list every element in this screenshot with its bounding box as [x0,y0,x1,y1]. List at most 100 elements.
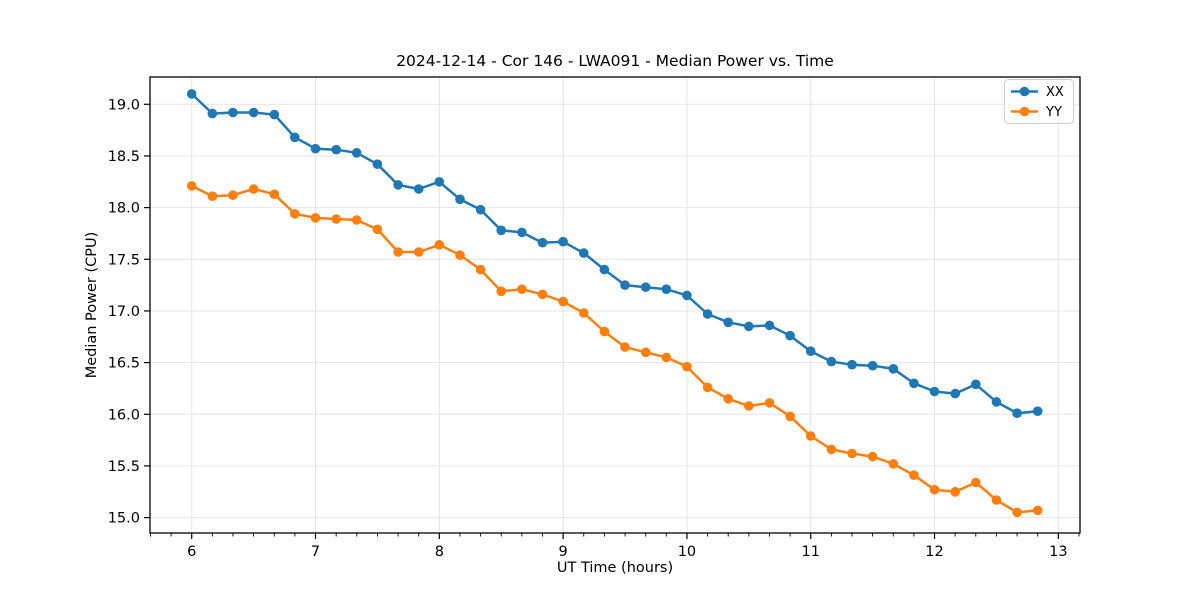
data-point-yy [867,451,878,462]
data-point-xx [207,108,218,119]
x-tick-label: 10 [678,544,696,560]
data-point-yy [971,477,981,488]
data-point-yy [372,224,383,235]
data-point-xx [826,356,837,367]
series-xx [186,89,1043,419]
data-point-xx [950,388,960,399]
data-point-xx [228,107,238,118]
chart-title: 2024-12-14 - Cor 146 - LWA091 - Median P… [396,52,834,70]
data-point-yy [248,184,259,194]
data-point-xx [269,109,280,120]
data-point-yy [888,459,899,469]
data-point-yy [434,240,445,250]
x-tick-label: 11 [802,544,820,560]
x-tick-label: 13 [1049,544,1067,560]
data-point-xx [620,280,630,290]
data-point-xx [186,89,197,99]
data-point-xx [331,144,342,155]
legend-entry-yy: YY [1011,105,1062,120]
data-point-xx [971,379,981,390]
data-point-xx [558,236,568,247]
data-point-yy [393,247,403,257]
data-point-xx [661,284,672,295]
data-point-yy [909,470,919,481]
data-point-yy [950,487,960,497]
data-point-yy [723,394,733,404]
data-point-xx [517,227,527,238]
data-point-yy [228,190,238,200]
grid-layer [150,77,1080,533]
data-point-yy [186,181,197,191]
y-tick-label: 17.5 [108,252,140,268]
data-point-yy [702,382,713,393]
x-tick-label: 12 [925,544,943,560]
data-point-xx [455,194,465,205]
data-point-xx [929,386,940,397]
data-point-yy [991,495,1002,505]
data-point-xx [310,143,321,154]
data-point-xx [764,320,775,331]
data-point-yy [826,444,837,455]
legend-label-xx: XX [1046,85,1064,100]
x-axis-label: UT Time (hours) [557,560,673,576]
data-point-xx [372,159,383,169]
data-point-xx [847,359,857,370]
data-point-xx [867,360,878,371]
data-point-yy [599,326,610,337]
data-point-yy [455,250,465,260]
data-point-yy [496,286,507,297]
series-yy [186,181,1043,518]
data-point-xx [248,107,259,118]
x-tick-label: 8 [435,544,444,560]
data-point-xx [744,321,754,332]
legend-marker-xx [1019,86,1030,97]
data-point-xx [1032,406,1043,417]
y-tick-label: 15.5 [108,459,140,475]
data-point-yy [1012,507,1022,518]
y-tick-label: 18.0 [108,201,140,217]
y-tick-label: 19.0 [108,97,140,113]
data-point-xx [682,290,692,301]
data-point-yy [682,361,692,372]
axes-layer: 6 7 8 9 10 11 12 13 15.0 15.5 16.0 16.5 17.0 17.5 18.0… [108,76,1081,560]
data-point-yy [1032,505,1043,516]
legend-label-yy: YY [1045,105,1062,120]
x-tick-label: 7 [311,544,320,560]
data-point-xx [434,177,445,187]
data-point-yy [805,431,816,441]
data-point-xx [475,204,486,215]
data-point-xx [290,132,300,143]
legend-entry-xx: XX [1011,85,1064,100]
series-line-xx [190,92,1039,415]
data-point-yy [558,296,568,307]
legend: XX YY [1004,79,1074,124]
x-tick-label: 6 [187,544,196,560]
y-tick-label: 15.0 [108,511,140,527]
data-point-yy [764,398,775,408]
data-point-yy [269,189,280,199]
data-point-yy [331,214,342,224]
y-tick-label: 16.5 [108,356,140,372]
data-point-xx [413,184,424,194]
y-tick-label: 16.0 [108,407,140,423]
data-point-xx [393,180,403,190]
legend-marker-yy [1019,106,1030,117]
y-tick-label: 17.0 [108,304,140,320]
series-line-yy [190,184,1039,514]
data-point-xx [537,237,548,248]
x-tick-label: 9 [559,544,568,560]
data-point-xx [496,225,507,236]
data-point-xx [351,148,362,158]
data-point-xx [702,309,713,319]
data-point-xx [1012,408,1022,419]
data-point-xx [991,397,1002,407]
series-layer [186,89,1043,518]
data-point-xx [805,346,816,357]
data-point-yy [620,342,630,352]
data-point-yy [475,264,486,275]
plot-border [149,76,1081,534]
data-point-xx [579,248,589,258]
y-tick-label: 18.5 [108,149,140,165]
